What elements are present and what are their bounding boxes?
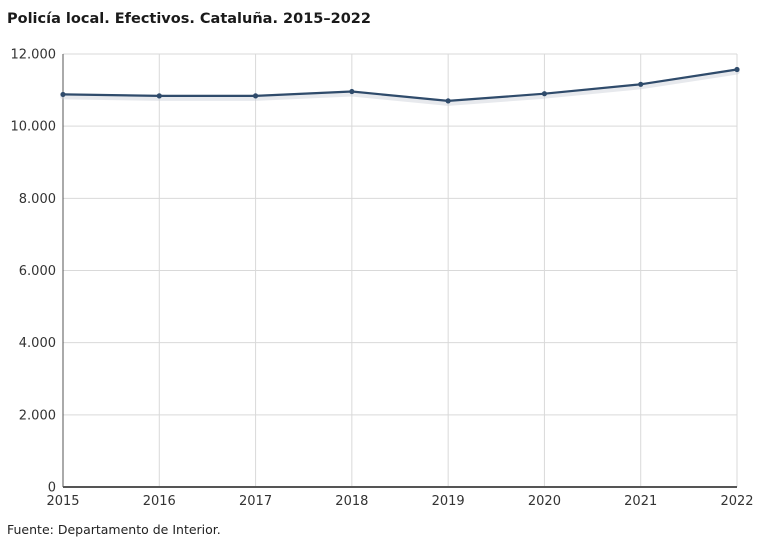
x-tick-label: 2019 — [432, 494, 465, 509]
x-tick-label: 2016 — [143, 494, 176, 509]
y-tick-label: 10.000 — [11, 120, 57, 135]
series-line-shadow — [60, 68, 740, 106]
y-tick-label: 4.000 — [19, 336, 56, 351]
data-point — [349, 88, 355, 95]
y-tick-label: 6.000 — [19, 264, 56, 279]
data-point — [638, 81, 644, 87]
tick-labels: 0 2.000 4.000 6.000 8.000 10.000 12.000 2015 201… — [11, 48, 754, 510]
x-tick-label: 2017 — [239, 494, 272, 509]
data-point — [252, 93, 259, 99]
x-tick-label: 2018 — [335, 494, 368, 509]
series-line — [61, 68, 739, 103]
data-point — [445, 98, 451, 104]
data-point — [60, 91, 66, 98]
x-tick-label: 2021 — [624, 494, 657, 509]
data-point — [541, 91, 548, 97]
gridlines — [62, 53, 738, 487]
series-layer — [60, 66, 740, 106]
axes — [62, 54, 737, 488]
x-tick-label: 2022 — [720, 494, 753, 509]
data-point — [156, 93, 162, 99]
y-tick-label: 8.000 — [19, 192, 56, 207]
y-tick-label: 12.000 — [11, 48, 57, 63]
x-tick-label: 2015 — [46, 494, 79, 509]
x-tick-label: 2020 — [528, 494, 561, 509]
line-chart: 0 2.000 4.000 6.000 8.000 10.000 12.000 2015 201… — [11, 48, 754, 510]
y-tick-label: 2.000 — [19, 408, 56, 423]
data-point — [734, 66, 740, 73]
source-note: Fuente: Departamento de Interior. — [7, 522, 221, 537]
chart-title: Policía local. Efectivos. Cataluña. 2015… — [7, 11, 371, 27]
y-tick-label: 0 — [48, 481, 56, 496]
